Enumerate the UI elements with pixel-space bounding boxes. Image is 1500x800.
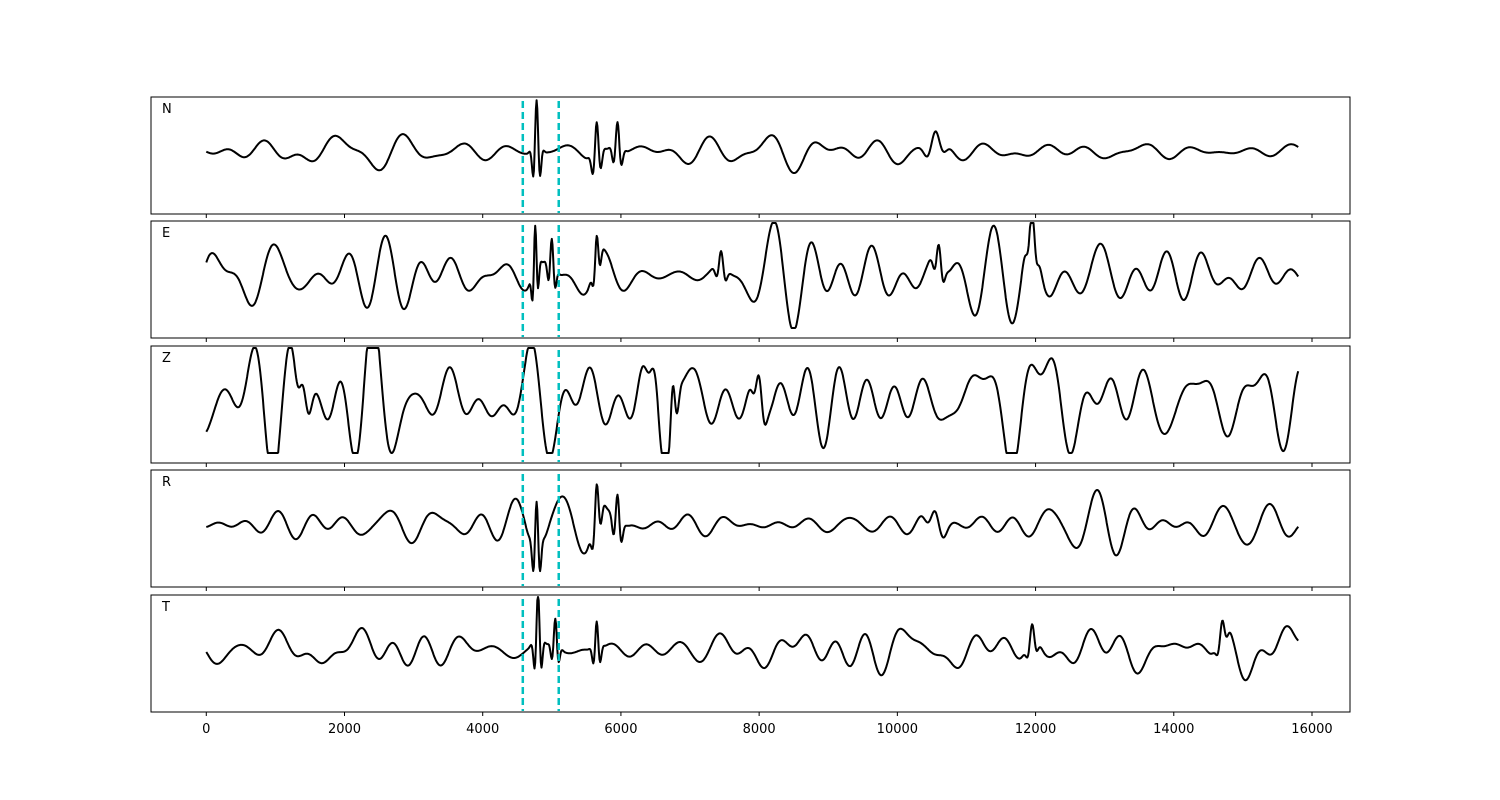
x-tick-label: 8000 <box>743 722 776 737</box>
x-tick-label: 16000 <box>1291 722 1332 737</box>
x-tick-label: 2000 <box>328 722 361 737</box>
x-tick-label: 10000 <box>877 722 918 737</box>
panel-frame <box>150 345 1351 464</box>
x-tick-label: 4000 <box>466 722 499 737</box>
panel-frame <box>150 594 1351 713</box>
trace-t <box>205 596 1299 682</box>
channel-label: R <box>162 475 171 490</box>
trace-e <box>205 222 1300 329</box>
x-tick-label: 0 <box>202 722 210 737</box>
trace-r <box>206 483 1300 573</box>
x-tick-label: 14000 <box>1153 722 1194 737</box>
panel-frame <box>150 469 1351 588</box>
x-axis: 0 2000 4000 6000 8000 10000 12000 14000 16000 <box>202 722 1333 737</box>
panel-r: R <box>150 469 1351 591</box>
trace-n <box>205 99 1299 178</box>
panel-frame <box>150 220 1351 339</box>
channel-label: Z <box>162 351 171 366</box>
x-tick-label: 12000 <box>1015 722 1056 737</box>
panel-e: E <box>150 220 1351 342</box>
panels: N E Z R T <box>150 96 1351 716</box>
channel-label: N <box>162 102 172 117</box>
channel-label: E <box>162 226 170 241</box>
channel-label: T <box>161 600 170 615</box>
x-tick-label: 6000 <box>604 722 637 737</box>
trace-z <box>205 347 1300 454</box>
panel-frame <box>150 96 1351 215</box>
panel-t: T <box>150 594 1351 716</box>
panel-n: N <box>150 96 1351 218</box>
panel-z: Z <box>150 345 1351 467</box>
